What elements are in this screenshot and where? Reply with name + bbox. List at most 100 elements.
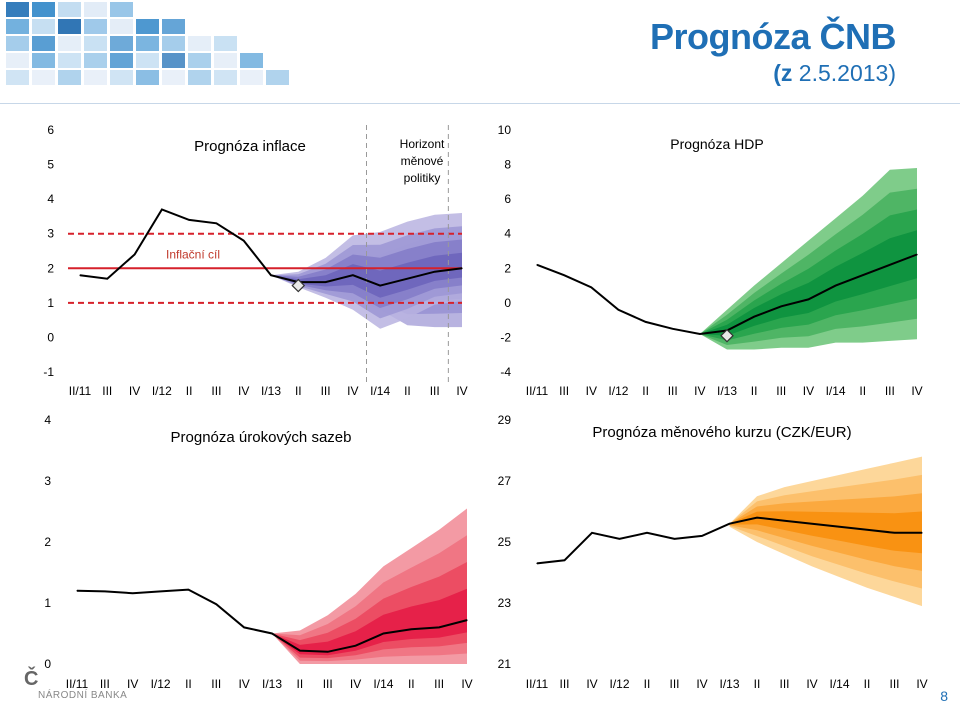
x-tick-label: IV [350,677,361,691]
x-tick-label: I/13 [717,384,737,398]
y-tick-label: 23 [498,596,512,610]
mosaic-tile [110,2,133,17]
x-tick-label: I/13 [719,677,739,691]
series-point [893,532,896,534]
x-tick-label: II [864,677,871,691]
mosaic-tile [214,53,237,68]
series-point [188,219,190,221]
series-point [838,526,841,528]
series-point [673,538,676,540]
horizon-label: Horizont [400,137,445,151]
fan-band [699,209,917,341]
x-tick-label: III [211,677,221,691]
x-tick-label: III [779,677,789,691]
x-tick-label: II [751,384,758,398]
mosaic-tile [58,19,81,34]
x-tick-label: IV [238,384,249,398]
series-point [866,529,868,531]
series-point [354,645,357,647]
y-tick-label: 8 [504,158,511,172]
series-point [187,588,190,591]
mosaic-tile [136,36,159,51]
mosaic-tile [240,53,263,68]
mosaic-tile [6,19,29,34]
x-tick-label: IV [694,384,705,398]
series-point [161,208,163,211]
x-tick-label: II/11 [526,384,549,398]
y-tick-label: 21 [498,657,512,671]
series-point [324,281,327,283]
forecast-marker [720,328,734,343]
series-point [811,523,813,525]
mosaic-tile [136,19,159,34]
page-number: 8 [940,688,948,704]
series-point [921,532,923,534]
x-tick-label: I/13 [261,384,281,398]
x-tick-label: II [297,677,304,691]
mosaic-tile [136,70,159,85]
y-tick-label: 3 [44,474,51,488]
mosaic-tile [84,36,107,51]
target-label: Inflační cíl [166,247,220,261]
x-tick-label: IV [347,384,358,398]
series-point [756,517,758,519]
horizon-label: měnové [401,154,444,168]
mosaic-tile [110,53,133,68]
x-tick-label: III [889,677,899,691]
y-tick-label: 1 [47,296,54,310]
x-tick-label: IV [127,677,138,691]
series-point [536,264,538,266]
x-tick-label: II [754,677,761,691]
x-tick-label: IV [129,384,140,398]
y-tick-label: 27 [498,474,512,488]
mosaic-tile [110,70,133,85]
y-tick-label: 0 [44,657,51,671]
series-point [783,520,786,522]
mosaic-tile [58,70,81,85]
mosaic-tile [84,53,107,68]
x-tick-label: III [559,384,569,398]
series-point [406,278,409,280]
mosaic-tile [32,70,55,85]
y-tick-label: 0 [47,330,54,344]
series-point [807,298,810,300]
x-tick-label: I/14 [373,677,393,691]
mosaic-tile [110,36,133,51]
chart-title: Prognóza HDP [670,136,763,152]
y-tick-label: 3 [47,227,54,241]
x-tick-label: I/13 [262,677,282,691]
series-point [701,535,703,537]
series-point [79,274,81,276]
fan-band [699,230,917,336]
series-point [563,274,565,276]
mosaic-tile [84,19,107,34]
x-tick-label: II [186,384,193,398]
mosaic-tile [6,70,29,85]
series-point [591,532,593,534]
series-point [243,240,245,242]
mosaic-tile [84,70,107,85]
mosaic-tile [6,36,29,51]
horizon-label: politiky [404,171,441,185]
x-tick-label: IV [586,677,597,691]
title-rule [0,103,960,104]
series-point [644,321,647,323]
slide-subtitle: (z 2.5.2013) [773,60,896,87]
x-tick-label: I/12 [608,384,628,398]
mosaic-tile [266,70,289,85]
series-point [132,592,134,594]
mosaic-tile [6,53,29,68]
fan-band [729,511,922,554]
x-tick-label: II [644,677,651,691]
series-point [536,562,538,564]
mosaic-tile [32,2,55,17]
header-mosaic [6,2,289,85]
series-point [672,328,674,330]
x-tick-label: III [885,384,895,398]
series-point [352,274,354,276]
series-point [215,603,217,605]
y-tick-label: -1 [43,365,54,379]
